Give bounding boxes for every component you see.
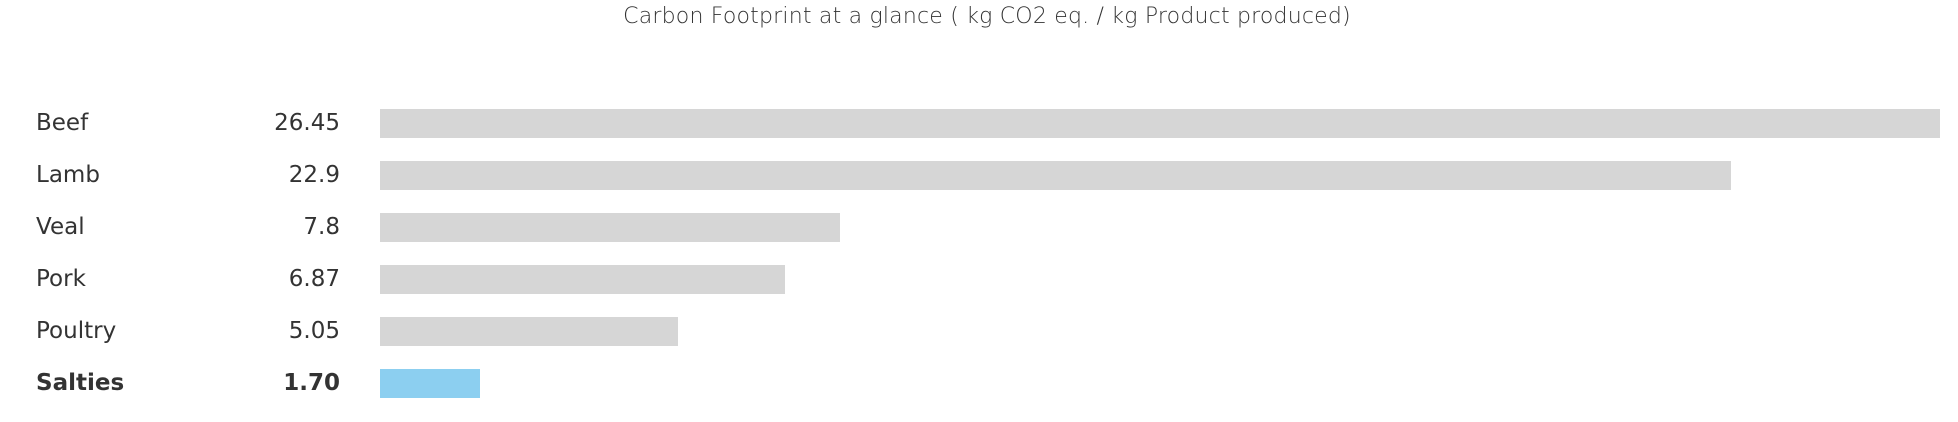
- category-label: Salties: [36, 370, 125, 396]
- bar-row: Lamb 22.9: [0, 161, 1958, 190]
- value-label: 1.70: [283, 370, 340, 396]
- bar-poultry: [380, 317, 678, 346]
- chart-title: Carbon Footprint at a glance ( kg CO2 eq…: [623, 4, 1351, 29]
- category-label: Beef: [36, 110, 89, 136]
- value-label: 7.8: [303, 214, 340, 240]
- bar-row: Beef 26.45: [0, 109, 1958, 138]
- value-label: 26.45: [274, 110, 340, 136]
- value-label: 22.9: [288, 162, 340, 188]
- category-label: Pork: [36, 266, 86, 292]
- bar-row: Veal 7.8: [0, 213, 1958, 242]
- bar-row: Poultry 5.05: [0, 317, 1958, 346]
- bar-veal: [380, 213, 841, 242]
- bar-lamb: [380, 161, 1731, 190]
- value-label: 6.87: [288, 266, 340, 292]
- bar-pork: [380, 265, 786, 294]
- category-label: Veal: [36, 214, 85, 240]
- value-label: 5.05: [288, 318, 340, 344]
- bar-row: Salties 1.70: [0, 369, 1958, 398]
- bar-salties: [380, 369, 481, 398]
- category-label: Lamb: [36, 162, 100, 188]
- bar-row: Pork 6.87: [0, 265, 1958, 294]
- bar-beef: [380, 109, 1940, 138]
- category-label: Poultry: [36, 318, 117, 344]
